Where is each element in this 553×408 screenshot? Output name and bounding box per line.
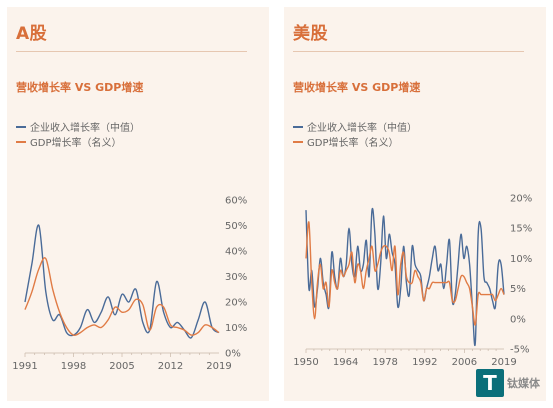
legend-swatch-orange	[293, 140, 303, 143]
us-stock-panel: 美股 营收增长率 VS GDP增速 企业收入增长率（中值） GDP增长率（名义）…	[284, 7, 546, 401]
y-tick-label: 20%	[225, 298, 247, 309]
y-tick-label: 15%	[510, 224, 532, 235]
legend-label: GDP增长率（名义）	[30, 138, 122, 149]
x-tick-label: 1950	[293, 357, 318, 368]
a-share-line-chart: 60% 50% 40% 30% 20% 10% 0% 1991 1998 2005 2012 2019	[12, 196, 247, 373]
y-tick-label: 0%	[225, 349, 241, 360]
y-tick-label: 5%	[510, 284, 526, 295]
y-tick-label: 50%	[225, 221, 247, 232]
y-tick-label: -5%	[510, 345, 529, 356]
y-tick-label: 60%	[225, 196, 247, 207]
legend: 企业收入增长率（中值） GDP增长率（名义）	[293, 119, 417, 149]
legend-swatch-blue	[293, 125, 303, 128]
x-tick-label: 2019	[491, 357, 516, 368]
title-divider	[293, 51, 524, 52]
watermark-text: 钛媒体	[507, 377, 540, 390]
series-line-gdp	[305, 221, 505, 326]
legend-swatch-orange	[16, 140, 26, 143]
legend-label: 企业收入增长率（中值）	[30, 123, 140, 134]
legend-label: GDP增长率（名义）	[307, 138, 399, 149]
x-tick-label: 2005	[109, 361, 134, 372]
y-tick-label: 0%	[510, 314, 526, 325]
x-tick-label: 2006	[452, 357, 477, 368]
y-tick-label: 10%	[225, 323, 247, 334]
us-stock-line-chart: 20% 15% 10% 5% 0% -5% 1950 1964 1978 1992 2006 2019	[293, 194, 532, 369]
legend-item-revenue: 企业收入增长率（中值）	[16, 119, 140, 134]
y-tick-label: 20%	[510, 194, 532, 205]
watermark-icon: T	[476, 369, 504, 397]
watermark-logo: T 钛媒体	[476, 369, 540, 397]
x-tick-label: 1991	[12, 361, 37, 372]
legend-item-gdp: GDP增长率（名义）	[293, 134, 417, 149]
a-share-panel: A股 营收增长率 VS GDP增速 企业收入增长率（中值） GDP增长率（名义）…	[7, 7, 269, 401]
chart-subtitle: 营收增长率 VS GDP增速	[293, 81, 421, 94]
chart-subtitle: 营收增长率 VS GDP增速	[16, 81, 144, 94]
x-tick-label: 1998	[61, 361, 86, 372]
series-line-revenue	[24, 224, 220, 339]
x-tick-label: 2019	[206, 361, 231, 372]
y-tick-label: 30%	[225, 272, 247, 283]
legend-item-revenue: 企业收入增长率（中值）	[293, 119, 417, 134]
panel-title: A股	[16, 24, 48, 44]
y-tick-label: 40%	[225, 247, 247, 258]
legend-label: 企业收入增长率（中值）	[307, 123, 417, 134]
legend-item-gdp: GDP增长率（名义）	[16, 134, 140, 149]
x-tick-label: 1992	[412, 357, 437, 368]
legend-swatch-blue	[16, 125, 26, 128]
panel-title: 美股	[293, 24, 328, 44]
x-tick-label: 1964	[333, 357, 358, 368]
title-divider	[16, 51, 247, 52]
legend: 企业收入增长率（中值） GDP增长率（名义）	[16, 119, 140, 149]
x-tick-label: 2012	[158, 361, 183, 372]
y-tick-label: 10%	[510, 254, 532, 265]
x-tick-label: 1978	[372, 357, 397, 368]
series-line-gdp	[24, 257, 220, 337]
